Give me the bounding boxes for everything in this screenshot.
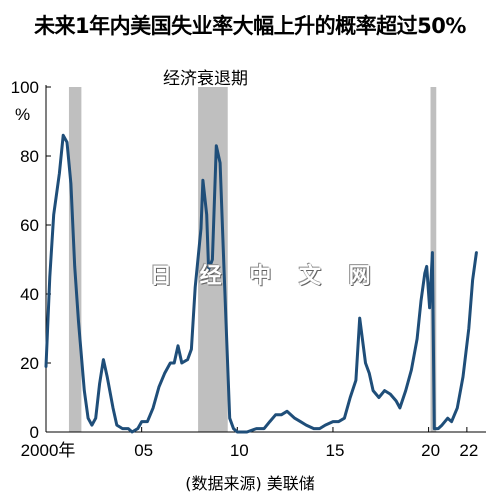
x-tick-label-20: 20	[421, 441, 440, 460]
y-tick-label-20: 20	[20, 354, 39, 373]
series-line-0	[44, 133, 478, 434]
x-tick-label-22: 22	[459, 441, 478, 460]
y-tick-label-100: 100	[11, 78, 39, 97]
x-tick-label-10: 10	[230, 441, 249, 460]
axes	[45, 85, 486, 433]
x-tick-label-2000年: 2000年	[21, 441, 76, 460]
legend-recession-label: 经济衰退期	[163, 69, 248, 89]
x-tick-label-05: 05	[134, 441, 153, 460]
y-tick-label-60: 60	[20, 216, 39, 235]
chart-title: 未来1年内美国失业率大幅上升的概率超过50%	[34, 14, 466, 38]
y-tick-label-0: 0	[30, 423, 39, 442]
y-axis-unit: %	[15, 105, 30, 124]
y-tick-label-40: 40	[20, 285, 39, 304]
watermark: 日 经 中 文 网	[150, 264, 381, 289]
tick-labels: 0 20 40 60 80 100% 2000年 05 10 15 20 22	[11, 78, 479, 460]
series-layer	[44, 133, 478, 434]
x-tick-label-15: 15	[325, 441, 344, 460]
y-tick-label-80: 80	[20, 147, 39, 166]
data-source: (数据来源) 美联储	[185, 474, 315, 493]
